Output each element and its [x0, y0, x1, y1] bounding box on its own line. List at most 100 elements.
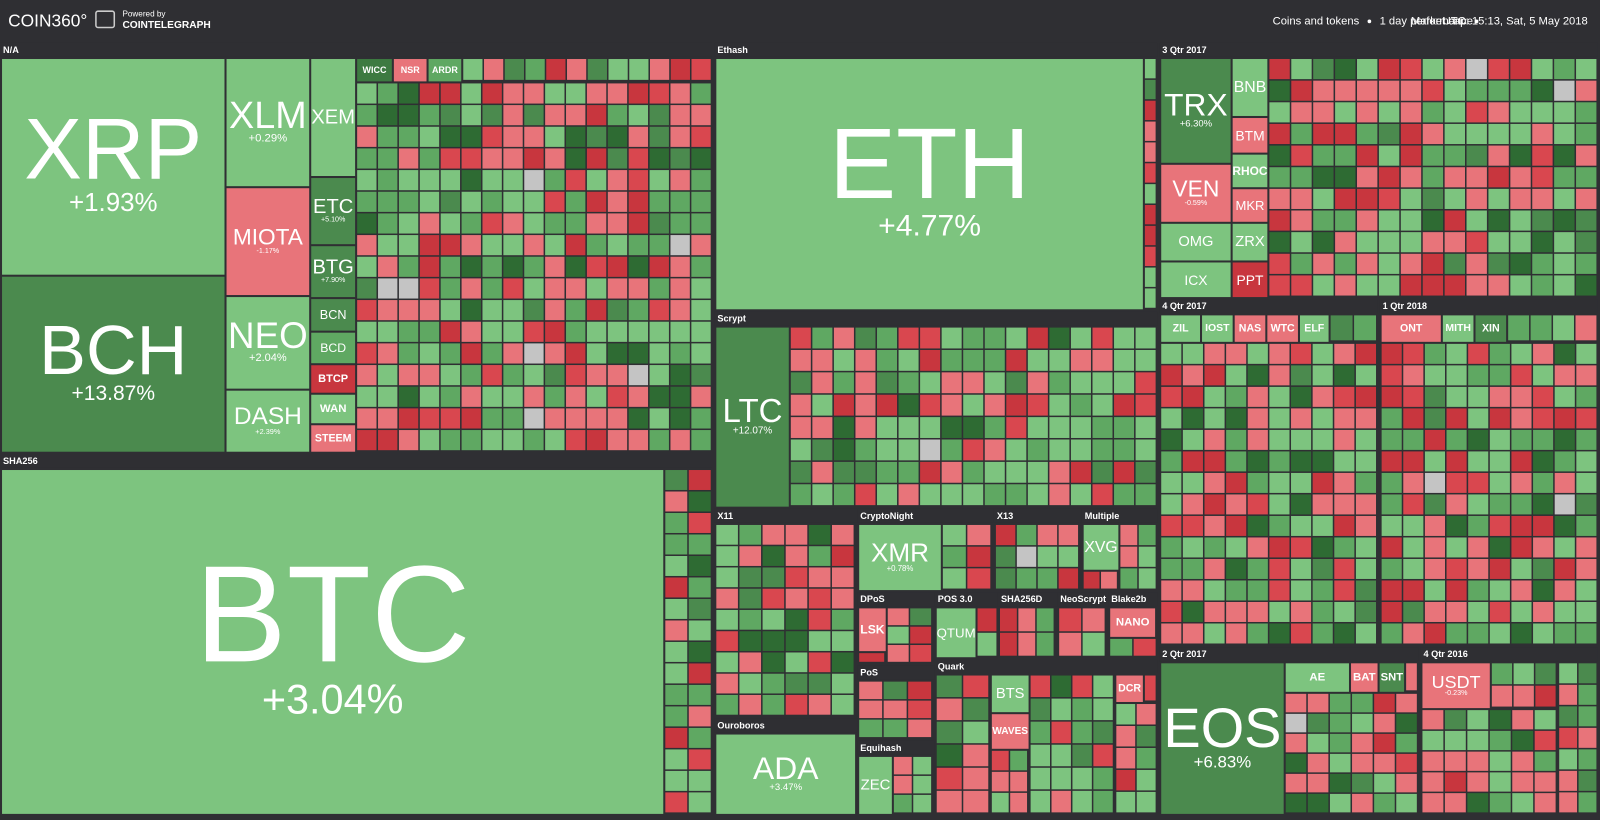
- coin-cell[interactable]: [1468, 386, 1489, 407]
- coin-cell[interactable]: [586, 430, 607, 451]
- coin-cell[interactable]: [524, 300, 544, 321]
- coin-cell[interactable]: [1138, 568, 1156, 589]
- coin-cell[interactable]: [607, 321, 628, 342]
- coin-cell[interactable]: [1513, 685, 1534, 707]
- coin-cell[interactable]: [440, 321, 461, 342]
- coin-cell[interactable]: [524, 343, 544, 364]
- coin-cell[interactable]: [1489, 365, 1510, 386]
- coin-cell[interactable]: [1312, 580, 1333, 601]
- coin-cell[interactable]: [1027, 349, 1048, 371]
- coin-tile[interactable]: [311, 394, 356, 424]
- coin-cell[interactable]: [877, 372, 898, 394]
- coin-cell[interactable]: [1403, 515, 1424, 536]
- coin-cell[interactable]: [378, 105, 398, 126]
- coin-cell[interactable]: [1312, 601, 1333, 622]
- coin-cell[interactable]: [398, 170, 419, 191]
- coin-cell[interactable]: [1374, 773, 1395, 793]
- coin-cell[interactable]: [1182, 515, 1203, 536]
- coin-cell[interactable]: [586, 126, 607, 147]
- coin-cell[interactable]: [1226, 408, 1247, 429]
- coin-cell[interactable]: [1396, 713, 1417, 733]
- coin-cell[interactable]: [716, 673, 738, 694]
- coin-cell[interactable]: [665, 684, 688, 705]
- coin-cell[interactable]: [898, 327, 919, 349]
- coin-cell[interactable]: [546, 59, 566, 80]
- coin-cell[interactable]: [1554, 494, 1575, 515]
- coin-cell[interactable]: [1488, 102, 1509, 123]
- coin-cell[interactable]: [1578, 792, 1597, 813]
- coin-cell[interactable]: [941, 349, 962, 371]
- coin-cell[interactable]: [1226, 343, 1247, 364]
- coin-cell[interactable]: [482, 343, 502, 364]
- coin-tile[interactable]: [311, 425, 356, 452]
- coin-cell[interactable]: [1269, 343, 1290, 364]
- coin-cell[interactable]: [1400, 145, 1422, 166]
- coin-tile[interactable]: [1267, 315, 1298, 342]
- coin-cell[interactable]: [628, 365, 649, 386]
- coin-cell[interactable]: [1355, 601, 1377, 622]
- coin-cell[interactable]: [1354, 315, 1377, 341]
- coin-cell[interactable]: [893, 775, 912, 794]
- coin-cell[interactable]: [1161, 537, 1182, 558]
- coin-cell[interactable]: [504, 59, 524, 80]
- coin-cell[interactable]: [482, 235, 502, 256]
- coin-cell[interactable]: [1144, 205, 1156, 225]
- coin-cell[interactable]: [833, 327, 854, 349]
- coin-cell[interactable]: [1467, 730, 1489, 751]
- coin-cell[interactable]: [1030, 698, 1050, 721]
- coin-cell[interactable]: [665, 792, 688, 813]
- coin-cell[interactable]: [545, 408, 565, 429]
- coin-cell[interactable]: [440, 170, 461, 191]
- coin-cell[interactable]: [1291, 188, 1312, 209]
- coin-cell[interactable]: [967, 546, 991, 567]
- coin-cell[interactable]: [1027, 372, 1048, 394]
- coin-cell[interactable]: [1424, 558, 1445, 579]
- coin-cell[interactable]: [1374, 733, 1395, 753]
- coin-tile[interactable]: [1442, 315, 1474, 342]
- coin-cell[interactable]: [1378, 167, 1400, 188]
- coin-cell[interactable]: [1010, 771, 1028, 792]
- coin-cell[interactable]: [1144, 246, 1156, 267]
- coin-cell[interactable]: [1092, 349, 1113, 371]
- coin-cell[interactable]: [1468, 515, 1489, 536]
- coin-cell[interactable]: [670, 256, 690, 277]
- coin-cell[interactable]: [440, 126, 461, 147]
- coin-cell[interactable]: [419, 235, 440, 256]
- coin-cell[interactable]: [524, 321, 544, 342]
- coin-cell[interactable]: [1488, 80, 1509, 101]
- coin-cell[interactable]: [1000, 632, 1017, 656]
- coin-cell[interactable]: [1535, 663, 1556, 685]
- coin-cell[interactable]: [936, 790, 962, 813]
- coin-cell[interactable]: [1161, 494, 1182, 515]
- coin-cell[interactable]: [398, 386, 419, 407]
- coin-cell[interactable]: [1144, 267, 1156, 287]
- coin-cell[interactable]: [1070, 394, 1091, 416]
- coin-cell[interactable]: [586, 148, 607, 169]
- coin-cell[interactable]: [378, 256, 398, 277]
- coin-cell[interactable]: [855, 327, 876, 349]
- coin-cell[interactable]: [378, 300, 398, 321]
- coin-cell[interactable]: [1334, 580, 1355, 601]
- coin-cell[interactable]: [1554, 623, 1575, 644]
- coin-cell[interactable]: [566, 386, 586, 407]
- coin-cell[interactable]: [984, 461, 1005, 483]
- coin-cell[interactable]: [1291, 167, 1312, 188]
- coin-cell[interactable]: [1291, 494, 1312, 515]
- coin-cell[interactable]: [1285, 793, 1307, 813]
- coin-cell[interactable]: [1144, 225, 1156, 246]
- coin-tile[interactable]: [1161, 315, 1200, 342]
- coin-cell[interactable]: [1559, 727, 1578, 748]
- coin-cell[interactable]: [984, 484, 1005, 506]
- coin-cell[interactable]: [995, 546, 1016, 567]
- coin-cell[interactable]: [1403, 580, 1424, 601]
- coin-cell[interactable]: [1093, 675, 1113, 698]
- coin-cell[interactable]: [586, 256, 607, 277]
- coin-cell[interactable]: [1533, 494, 1554, 515]
- coin-tile[interactable]: [716, 59, 1143, 310]
- coin-cell[interactable]: [1489, 580, 1510, 601]
- coin-cell[interactable]: [1027, 461, 1048, 483]
- coin-cell[interactable]: [1226, 386, 1247, 407]
- coin-cell[interactable]: [1446, 429, 1467, 450]
- coin-cell[interactable]: [524, 256, 544, 277]
- coin-cell[interactable]: [1446, 580, 1467, 601]
